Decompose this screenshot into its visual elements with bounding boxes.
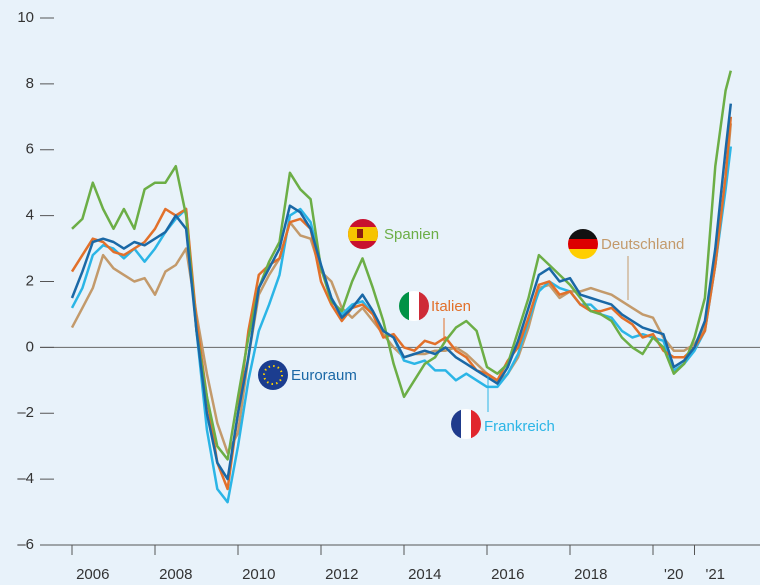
y-tick-label: 2 bbox=[26, 272, 34, 289]
x-tick-label: 2016 bbox=[491, 566, 524, 583]
annotations: Euroraum Spanien Italien Frankreich Deut… bbox=[258, 219, 684, 439]
y-tick-label: 8 bbox=[26, 75, 34, 92]
x-tick-label: 2012 bbox=[325, 566, 358, 583]
flag-spain bbox=[348, 219, 378, 249]
series-label: Italien bbox=[431, 298, 471, 315]
series-label: Euroraum bbox=[291, 367, 357, 384]
flag-italy bbox=[399, 291, 429, 321]
series-line bbox=[71, 70, 733, 461]
lines bbox=[70, 70, 733, 504]
x-tick-label: 2006 bbox=[76, 566, 109, 583]
y-tick-label: –4 bbox=[17, 470, 34, 487]
y-tick-label: 6 bbox=[26, 141, 34, 158]
y-tick-label: 4 bbox=[26, 207, 34, 224]
series-label: Spanien bbox=[384, 226, 439, 243]
axes: –6 –4 –2 0 2 4 6 8 10 2006 2008 2010 2012 2014 2016 201… bbox=[17, 9, 760, 583]
x-tick-label: 2014 bbox=[408, 566, 441, 583]
x-tick-label: 2008 bbox=[159, 566, 192, 583]
series-line bbox=[70, 103, 733, 481]
series-label: Deutschland bbox=[601, 236, 684, 253]
y-tick-label: –6 bbox=[17, 536, 34, 553]
x-tick-label: 2018 bbox=[574, 566, 607, 583]
x-tick-label: '20 bbox=[664, 566, 684, 583]
x-tick-label: '21 bbox=[705, 566, 725, 583]
series-line bbox=[70, 116, 733, 491]
x-tick-label: 2010 bbox=[242, 566, 275, 583]
series-label: Frankreich bbox=[484, 418, 555, 435]
y-tick-label: 10 bbox=[17, 9, 34, 26]
flag-germany bbox=[568, 229, 598, 259]
flag-france bbox=[451, 409, 481, 439]
flag-eu bbox=[258, 360, 288, 390]
y-tick-label: –2 bbox=[17, 404, 34, 421]
y-tick-label: 0 bbox=[26, 338, 34, 355]
